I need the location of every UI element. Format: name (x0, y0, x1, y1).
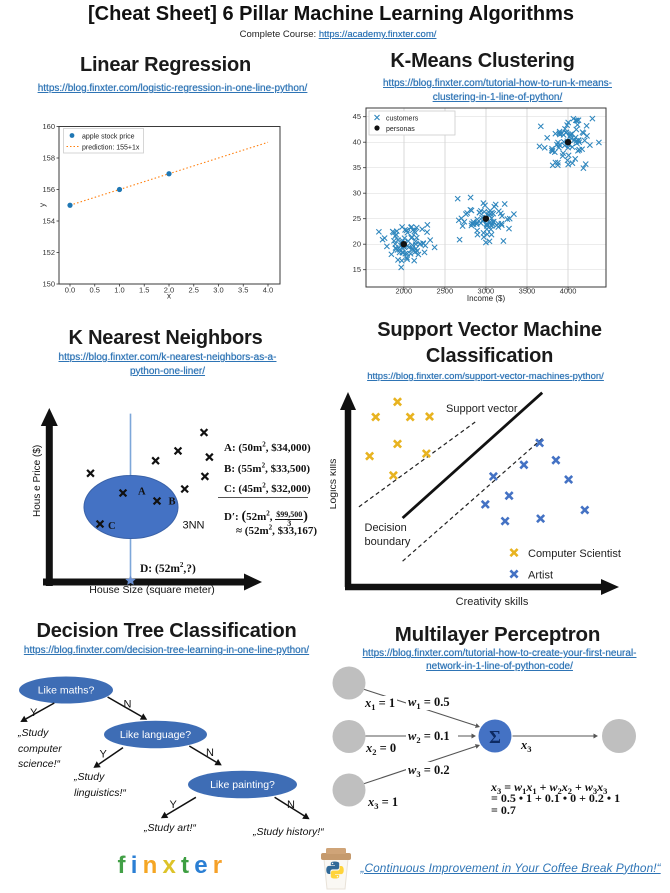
svg-text:C: C (108, 521, 116, 532)
svg-text:2000: 2000 (395, 287, 412, 296)
svg-text:4000: 4000 (560, 287, 577, 296)
svg-text:Like maths?: Like maths? (38, 685, 95, 697)
svg-text:Computer Scientist: Computer Scientist (528, 548, 621, 560)
svg-text:2.5: 2.5 (189, 286, 199, 295)
svg-text:boundary: boundary (365, 536, 411, 548)
svg-text:A: A (138, 487, 146, 498)
svg-text:2500: 2500 (436, 287, 453, 296)
svg-text:Like painting?: Like painting? (210, 779, 275, 791)
svg-text:Logics kills: Logics kills (330, 459, 339, 510)
svg-text:apple stock price: apple stock price (82, 133, 135, 140)
svg-text:40: 40 (353, 138, 361, 147)
svg-text:20: 20 (353, 240, 361, 249)
svg-text:35: 35 (353, 163, 361, 172)
svg-text:160: 160 (42, 122, 55, 131)
svg-text:3000: 3000 (478, 287, 495, 296)
svg-text:1.0: 1.0 (114, 286, 124, 295)
svg-text:45: 45 (353, 112, 361, 121)
svg-text:customers: customers (386, 116, 419, 123)
svg-text:0.0: 0.0 (65, 286, 75, 295)
svg-text:y: y (40, 203, 47, 207)
svg-text:personas: personas (386, 126, 415, 133)
svg-text:156: 156 (42, 185, 55, 194)
svg-text:0.5: 0.5 (90, 286, 100, 295)
svg-text:25: 25 (353, 214, 361, 223)
svg-text:15: 15 (353, 265, 361, 274)
svg-text:Y: Y (30, 707, 38, 719)
svg-text:prediction: 155+1x: prediction: 155+1x (82, 144, 140, 151)
svg-text:150: 150 (42, 280, 55, 289)
svg-text:Y: Y (170, 799, 178, 811)
svg-text:Support vector: Support vector (446, 403, 518, 415)
svg-text:x: x (167, 292, 171, 301)
svg-text:Y: Y (100, 749, 108, 761)
svg-text:N: N (124, 699, 132, 711)
svg-text:154: 154 (42, 217, 55, 226)
svg-text:1.5: 1.5 (139, 286, 149, 295)
svg-text:3.5: 3.5 (238, 286, 248, 295)
svg-text:158: 158 (42, 154, 55, 163)
svg-text:30: 30 (353, 189, 361, 198)
svg-text:B: B (169, 497, 176, 508)
svg-text:N: N (206, 747, 214, 759)
svg-text:3500: 3500 (519, 287, 536, 296)
svg-text:3.0: 3.0 (213, 286, 223, 295)
svg-text:152: 152 (42, 248, 55, 257)
svg-text:Like language?: Like language? (120, 729, 191, 741)
svg-text:4.0: 4.0 (263, 286, 273, 295)
svg-text:N: N (287, 799, 295, 811)
svg-text:Σ: Σ (489, 727, 501, 747)
svg-text:Creativity skills: Creativity skills (456, 596, 529, 608)
svg-text:3NN: 3NN (183, 520, 205, 532)
svg-text:Decision: Decision (365, 522, 407, 534)
svg-text:Income ($): Income ($) (467, 294, 506, 303)
svg-text:2.0: 2.0 (164, 286, 174, 295)
svg-text:Artist: Artist (528, 570, 553, 582)
